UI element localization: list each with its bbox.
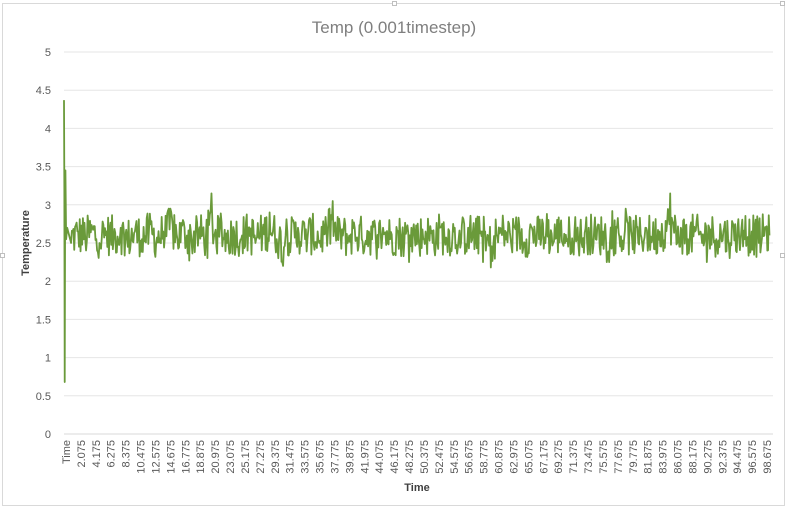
x-tick-label: 8.375 <box>121 440 133 468</box>
x-tick-label: 62.975 <box>508 440 520 474</box>
x-axis-title: Time <box>404 482 429 494</box>
x-tick-label: 16.775 <box>180 440 192 474</box>
x-tick-label: Time <box>61 440 73 464</box>
x-tick-label: 73.475 <box>583 440 595 474</box>
x-tick-label: 33.575 <box>300 440 312 474</box>
x-tick-label: 52.475 <box>434 440 446 474</box>
series-layer <box>63 100 771 383</box>
x-tick-label: 96.575 <box>747 440 759 474</box>
x-tick-label: 79.775 <box>628 440 640 474</box>
x-tick-label: 23.075 <box>225 440 237 474</box>
y-tick-label: 0 <box>45 429 51 441</box>
x-tick-label: 48.275 <box>404 440 416 474</box>
x-tick-label: 39.875 <box>344 440 356 474</box>
y-tick-label: 4.5 <box>36 85 51 97</box>
x-tick-label: 27.275 <box>255 440 267 474</box>
x-tick-label: 29.375 <box>270 440 282 474</box>
x-tick-label: 92.375 <box>717 440 729 474</box>
y-tick-label: 2 <box>45 276 51 288</box>
x-tick-label: 71.375 <box>568 440 580 474</box>
resize-handle-left[interactable] <box>0 253 5 258</box>
x-tick-label: 20.975 <box>210 440 222 474</box>
gridlines <box>64 51 773 397</box>
x-tick-label: 98.675 <box>762 440 774 474</box>
y-axis-title: Temperature <box>20 210 32 276</box>
x-tick-label: 37.775 <box>329 440 341 474</box>
x-tick-label: 12.575 <box>150 440 162 474</box>
x-tick-label: 54.575 <box>449 440 461 474</box>
y-tick-label: 4 <box>45 123 51 135</box>
x-tick-label: 75.575 <box>598 440 610 474</box>
x-tick-label: 2.075 <box>76 440 88 468</box>
x-tick-label: 83.975 <box>658 440 670 474</box>
x-tick-label: 81.875 <box>643 440 655 474</box>
y-tick-label: 0.5 <box>36 391 51 403</box>
y-tick-label: 3.5 <box>36 162 51 174</box>
x-tick-label: 18.875 <box>195 440 207 474</box>
x-tick-label: 67.175 <box>538 440 550 474</box>
x-tick-label: 65.075 <box>523 440 535 474</box>
x-tick-label: 44.075 <box>374 440 386 474</box>
x-tick-label: 31.475 <box>285 440 297 474</box>
x-tick-label: 58.775 <box>479 440 491 474</box>
x-tick-label: 60.875 <box>494 440 506 474</box>
resize-handle-right[interactable] <box>780 253 785 258</box>
x-tick-label: 10.475 <box>136 440 148 474</box>
resize-handle-top[interactable] <box>392 1 397 6</box>
x-axis-tick-labels: Time 2.075 4.175 6.275 8.375 10.475 12.575 14.6… <box>61 440 774 474</box>
y-axis-tick-labels: 0 0.5 1 1.5 2 2.5 3 3.5 4 4.5 5 <box>36 47 51 441</box>
x-tick-label: 56.675 <box>464 440 476 474</box>
x-tick-label: 46.175 <box>389 440 401 474</box>
x-tick-label: 14.675 <box>165 440 177 474</box>
x-tick-label: 25.175 <box>240 440 252 474</box>
x-tick-label: 41.975 <box>359 440 371 474</box>
x-tick-label: 90.275 <box>702 440 714 474</box>
y-tick-label: 1 <box>45 353 51 365</box>
x-tick-label: 4.175 <box>91 440 103 468</box>
series-line-temperature <box>63 100 771 383</box>
chart-title: Temp (0.001timestep) <box>312 18 476 37</box>
x-tick-label: 94.475 <box>732 440 744 474</box>
x-tick-label: 69.275 <box>553 440 565 474</box>
y-tick-label: 5 <box>45 47 51 59</box>
x-tick-label: 86.075 <box>673 440 685 474</box>
y-tick-label: 2.5 <box>36 238 51 250</box>
resize-handle-top-right[interactable] <box>780 1 785 6</box>
x-tick-label: 6.275 <box>106 440 118 468</box>
x-tick-label: 88.175 <box>687 440 699 474</box>
x-tick-label: 35.675 <box>315 440 327 474</box>
x-tick-label: 77.675 <box>613 440 625 474</box>
y-tick-label: 1.5 <box>36 314 51 326</box>
x-tick-label: 50.375 <box>419 440 431 474</box>
y-tick-label: 3 <box>45 200 51 212</box>
